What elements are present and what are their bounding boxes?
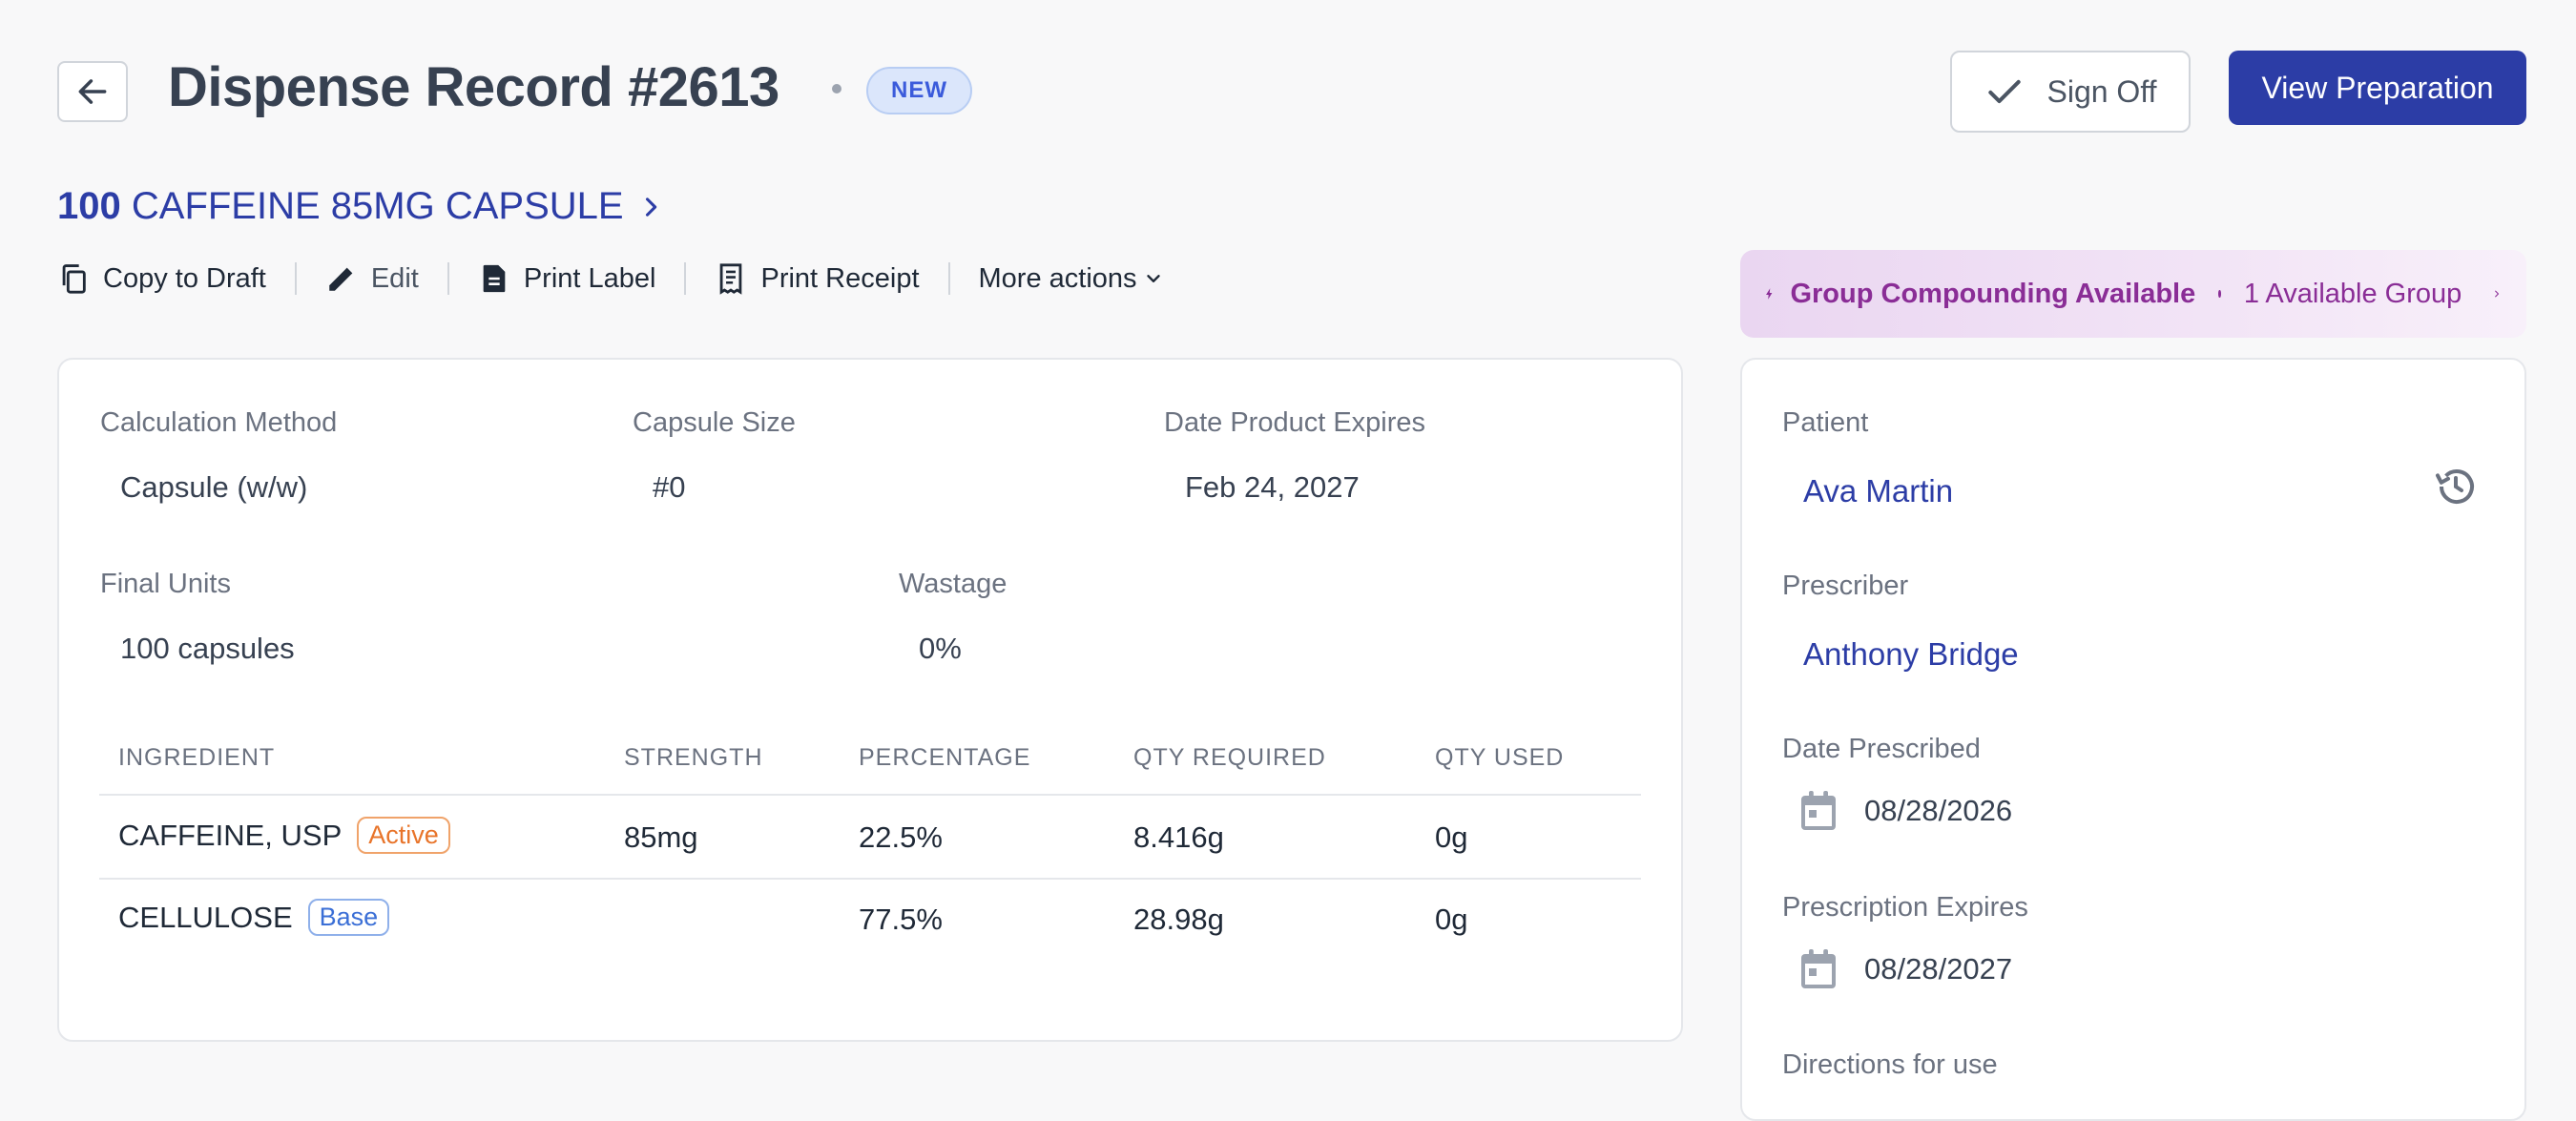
print-receipt-action[interactable]: Print Receipt [686, 262, 947, 295]
qty-required-cell: 28.98g [1133, 903, 1224, 936]
date-prescribed-label: Date Prescribed [1782, 734, 1981, 764]
calculation-method-label: Calculation Method [100, 407, 338, 438]
print-label-action[interactable]: Print Label [449, 262, 685, 295]
ingredient-cell: CAFFEINE, USP Active [118, 817, 450, 854]
product-name: CAFFEINE 85MG CAPSULE [131, 185, 624, 227]
directions-for-use-label: Directions for use [1782, 1049, 1998, 1080]
capsule-size-value: #0 [653, 470, 686, 504]
edit-action[interactable]: Edit [297, 262, 447, 295]
ingredient-type-badge: Base [307, 899, 390, 936]
copy-icon [62, 264, 86, 294]
calendar-icon [1801, 949, 1836, 988]
history-button[interactable] [2433, 464, 2479, 514]
group-compounding-title: Group Compounding Available [1790, 278, 2196, 309]
view-preparation-button[interactable]: View Preparation [2229, 51, 2526, 125]
qty-required-cell: 8.416g [1133, 820, 1224, 854]
status-badge: NEW [866, 67, 972, 114]
qty-used-cell: 0g [1435, 903, 1468, 936]
table-row[interactable]: CAFFEINE, USP Active 85mg 22.5% 8.416g 0… [99, 794, 1641, 880]
date-prescribed-value: 08/28/2026 [1864, 794, 2013, 827]
column-header-ingredient: INGREDIENT [118, 744, 276, 771]
prescriber-link[interactable]: Anthony Bridge [1803, 636, 2019, 672]
group-compounding-banner[interactable]: Group Compounding Available 1 Available … [1740, 250, 2526, 338]
percentage-cell: 22.5% [859, 820, 943, 854]
print-label-label: Print Label [523, 262, 656, 294]
prescription-expires-label: Prescription Expires [1782, 892, 2028, 923]
copy-to-draft-action[interactable]: Copy to Draft [57, 262, 295, 295]
label-icon [483, 264, 506, 293]
wastage-value: 0% [919, 632, 962, 665]
sign-off-button[interactable]: Sign Off [1950, 51, 2191, 133]
chevron-right-icon [2495, 290, 2500, 298]
calendar-icon [1801, 791, 1836, 830]
dispense-details-card [57, 358, 1683, 1042]
available-group-count: 1 Available Group [2243, 278, 2462, 309]
sign-off-label: Sign Off [2046, 73, 2157, 109]
patient-link[interactable]: Ava Martin [1803, 473, 1954, 509]
column-header-percentage: PERCENTAGE [859, 744, 1031, 771]
action-bar: Copy to Draft Edit Print Label Print Rec… [57, 254, 1193, 303]
table-row[interactable]: CELLULOSE Base 77.5% 28.98g 0g [99, 878, 1641, 964]
more-actions-dropdown[interactable]: More actions [950, 263, 1193, 295]
title-separator-dot [832, 84, 841, 93]
strength-cell: 85mg [624, 820, 698, 854]
patient-label: Patient [1782, 407, 1869, 438]
banner-separator-dot [2218, 290, 2221, 298]
more-actions-label: More actions [978, 262, 1137, 294]
final-units-value: 100 capsules [120, 632, 295, 665]
check-icon [1988, 79, 2022, 104]
ingredient-name: CAFFEINE, USP [118, 818, 343, 852]
receipt-icon [720, 263, 742, 295]
date-product-expires-value: Feb 24, 2027 [1185, 470, 1360, 504]
action-divider [947, 262, 950, 295]
edit-label: Edit [370, 262, 419, 294]
print-receipt-label: Print Receipt [760, 262, 920, 294]
date-product-expires-label: Date Product Expires [1164, 407, 1426, 438]
chevron-right-icon [645, 197, 656, 217]
page-title: Dispense Record #2613 [168, 56, 779, 118]
capsule-size-label: Capsule Size [633, 407, 796, 438]
final-units-label: Final Units [100, 569, 231, 599]
history-icon [2436, 469, 2474, 504]
ingredients-table: INGREDIENT STRENGTH PERCENTAGE QTY REQUI… [99, 727, 1641, 956]
wastage-label: Wastage [899, 569, 1008, 599]
date-prescribed-field: 08/28/2026 [1799, 790, 2012, 832]
percentage-cell: 77.5% [859, 903, 943, 936]
ingredient-name: CELLULOSE [118, 900, 293, 934]
prescription-expires-value: 08/28/2027 [1864, 952, 2013, 986]
action-divider [294, 262, 297, 295]
back-button[interactable] [57, 61, 128, 122]
chevron-down-icon [1146, 275, 1160, 282]
qty-used-cell: 0g [1435, 820, 1468, 854]
prescription-info-card [1740, 358, 2526, 1121]
prescription-expires-field: 08/28/2027 [1799, 948, 2012, 990]
product-quantity: 100 [57, 185, 121, 227]
ingredient-type-badge: Active [357, 817, 450, 854]
pencil-icon [329, 267, 353, 291]
prescriber-label: Prescriber [1782, 571, 1909, 601]
column-header-strength: STRENGTH [624, 744, 763, 771]
arrow-left-icon [78, 79, 107, 104]
action-divider [684, 262, 687, 295]
lightning-icon [1766, 288, 1773, 300]
action-divider [447, 262, 449, 295]
ingredient-cell: CELLULOSE Base [118, 899, 390, 936]
calculation-method-value: Capsule (w/w) [120, 470, 308, 504]
copy-to-draft-label: Copy to Draft [103, 262, 266, 294]
column-header-qty-required: QTY REQUIRED [1133, 744, 1326, 771]
product-link[interactable]: 100 CAFFEINE 85MG CAPSULE [57, 185, 664, 228]
column-header-qty-used: QTY USED [1435, 744, 1565, 771]
